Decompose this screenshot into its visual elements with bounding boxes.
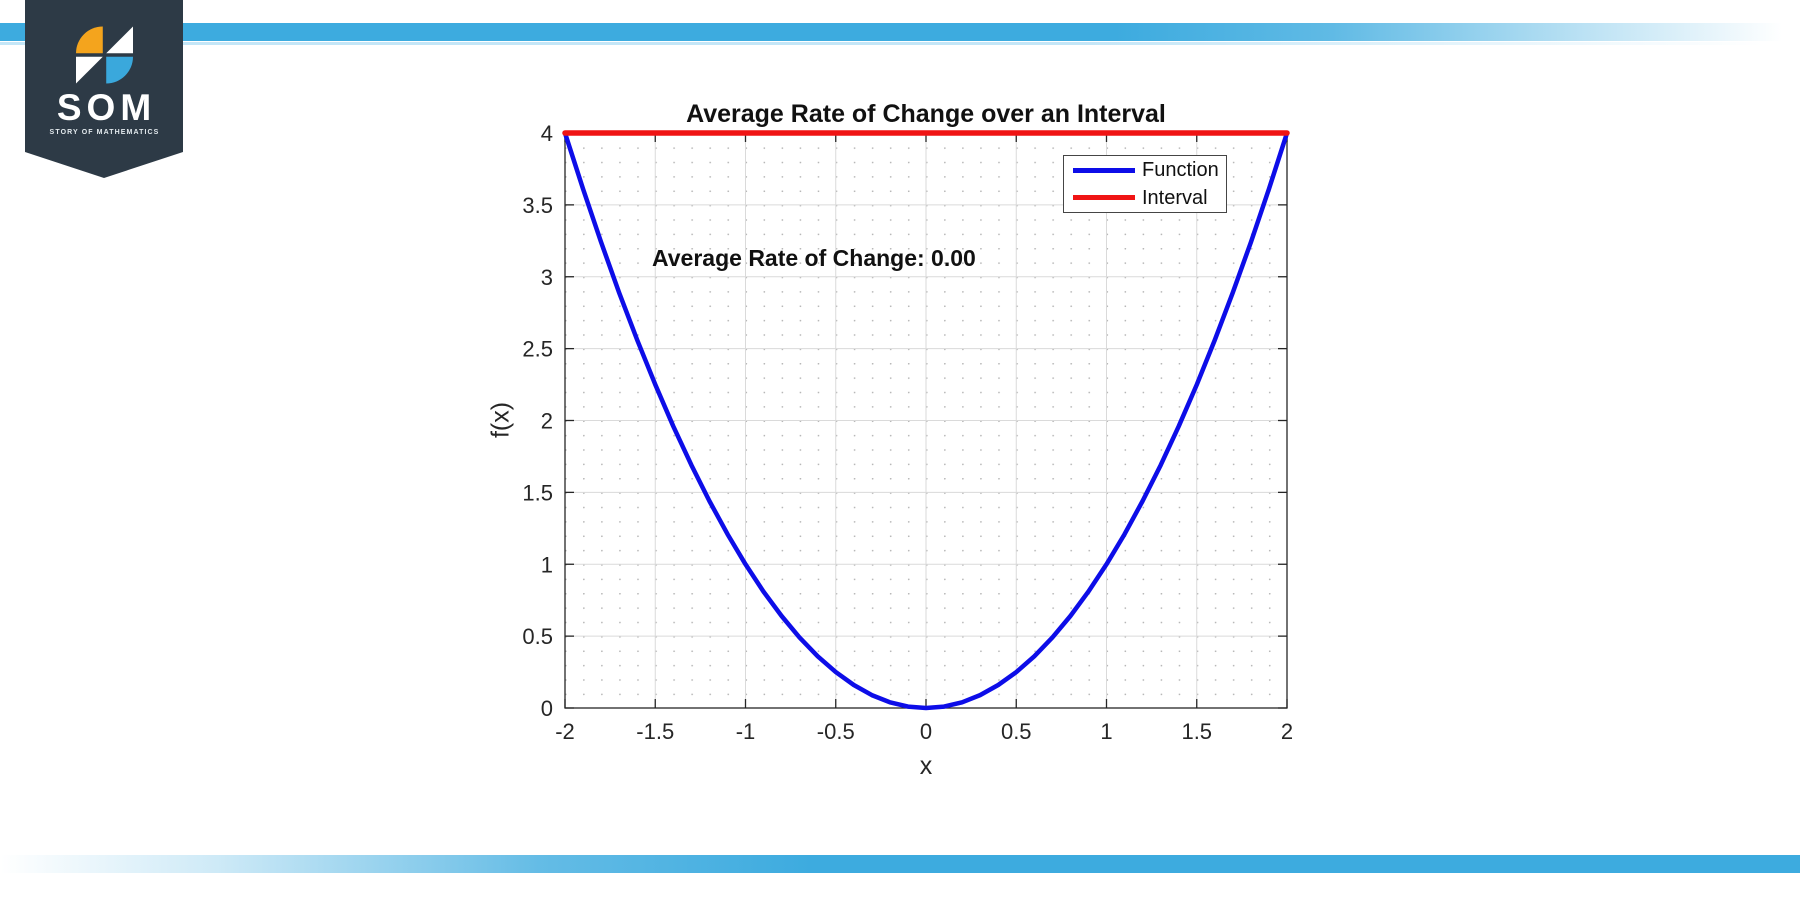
- x-axis-label: x: [919, 752, 933, 780]
- legend-label-function: Function: [1142, 159, 1219, 182]
- svg-text:1: 1: [541, 552, 553, 577]
- svg-text:3.5: 3.5: [522, 193, 553, 218]
- svg-text:0: 0: [541, 696, 553, 721]
- site-logo[interactable]: SOM STORY OF MATHEMATICS: [25, 0, 183, 178]
- svg-text:1: 1: [1100, 719, 1112, 744]
- svg-text:-1.5: -1.5: [636, 719, 674, 744]
- svg-text:-1: -1: [736, 719, 756, 744]
- svg-text:-0.5: -0.5: [817, 719, 855, 744]
- bottom-accent-bar: [0, 855, 1800, 873]
- logo-wordmark: SOM: [56, 87, 157, 128]
- legend-entry-function: Function: [1064, 157, 1226, 183]
- svg-text:2: 2: [541, 409, 553, 434]
- legend-label-interval: Interval: [1142, 186, 1208, 209]
- svg-text:2: 2: [1281, 719, 1293, 744]
- svg-text:1.5: 1.5: [1181, 719, 1212, 744]
- svg-text:0.5: 0.5: [522, 624, 553, 649]
- svg-text:-2: -2: [555, 719, 575, 744]
- svg-text:0: 0: [920, 719, 932, 744]
- svg-text:0.5: 0.5: [1001, 719, 1032, 744]
- function-line-swatch: [1073, 167, 1135, 173]
- y-axis-label: f(x): [486, 401, 515, 439]
- svg-text:4: 4: [541, 121, 553, 146]
- logo-white-triangle-bottom: [75, 56, 103, 84]
- legend-entry-interval: Interval: [1064, 185, 1226, 211]
- logo-orange-quarter: [75, 26, 103, 54]
- logo-white-triangle-top: [105, 26, 133, 54]
- chart-title: Average Rate of Change over an Interval: [686, 100, 1166, 128]
- legend: Function Interval: [1063, 155, 1227, 213]
- interval-line-swatch: [1073, 195, 1135, 201]
- top-accent-bar: [0, 23, 1800, 41]
- top-accent-underline: [0, 42, 1800, 45]
- logo-tagline: STORY OF MATHEMATICS: [49, 129, 160, 136]
- svg-text:2.5: 2.5: [522, 337, 553, 362]
- logo-blue-quarter: [105, 56, 133, 84]
- avg-rate-annotation: Average Rate of Change: 0.00: [652, 245, 976, 271]
- svg-text:3: 3: [541, 265, 553, 290]
- som-pinwheel-icon: [75, 26, 133, 84]
- svg-text:1.5: 1.5: [522, 480, 553, 505]
